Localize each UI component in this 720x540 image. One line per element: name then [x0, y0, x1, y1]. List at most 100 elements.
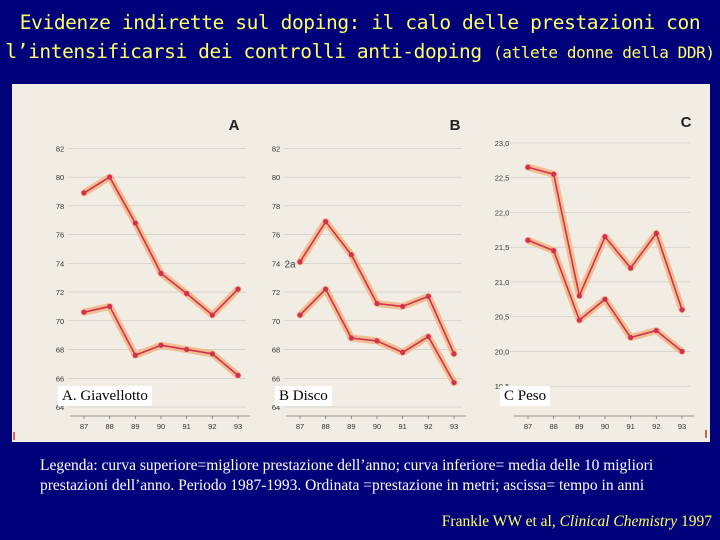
data-point	[81, 309, 87, 315]
panel-letter-a: A	[229, 117, 240, 134]
x-tick-label: 87	[524, 422, 532, 431]
chart-figure: 64 66 68 70 72 74 76 78 80 82 87 88 89 90 91 92 93 A 64 66 6…	[12, 84, 710, 442]
data-point	[653, 327, 659, 334]
data-point	[525, 164, 531, 170]
data-point	[602, 234, 608, 240]
x-tick-label: 92	[652, 422, 660, 431]
title-line-2-main: l’intensificarsi dei controlli anti-dopi…	[5, 40, 482, 63]
y-tick-label: 78	[272, 202, 280, 211]
data-point	[297, 312, 303, 318]
data-point	[576, 317, 582, 323]
data-point	[400, 349, 406, 355]
data-point	[576, 293, 582, 299]
legend-text: Legenda: curva superiore=migliore presta…	[40, 457, 654, 494]
panel-letter-c: C	[681, 114, 692, 131]
data-point	[679, 307, 685, 313]
data-point	[158, 270, 164, 276]
x-tick-label: 89	[131, 422, 139, 431]
citation-journal: Clinical Chemistry	[559, 513, 678, 530]
y-tick-label: 20,0	[495, 347, 510, 356]
y-tick-label: 20,5	[495, 313, 510, 322]
slide-title: Evidenze indirette sul doping: il calo d…	[0, 8, 720, 67]
x-tick-label: 87	[296, 422, 304, 431]
panel-letter-b: B	[450, 117, 461, 134]
panel-b: 64 66 68 70 72 74 76 78 80 82 87 88 89 90 91 92 93 B 2a	[272, 117, 466, 431]
data-point	[348, 252, 354, 258]
y-tick-label: 68	[56, 346, 64, 355]
y-tick-label: 78	[56, 202, 64, 211]
data-point	[158, 342, 164, 348]
data-point	[451, 351, 457, 357]
x-tick-label: 93	[450, 422, 458, 431]
data-point	[374, 300, 380, 307]
y-tick-label: 22,5	[495, 174, 510, 183]
data-point	[425, 293, 431, 299]
x-tick-label: 89	[575, 422, 583, 431]
x-tick-label: 88	[321, 422, 329, 431]
y-tick-label: 64	[272, 403, 280, 412]
panel-caption-a: A. Giavellotto	[58, 386, 152, 406]
panel-c: 19,520,020,521,021,522,022,523,087888990…	[495, 114, 694, 431]
x-tick-label: 91	[626, 422, 634, 431]
citation: Frankle WW et al, Clinical Chemistry 199…	[442, 513, 712, 531]
y-tick-label: 80	[272, 173, 280, 182]
data-point	[679, 348, 685, 355]
data-point	[653, 230, 659, 236]
y-tick-label: 72	[56, 288, 64, 297]
data-point	[107, 303, 113, 310]
data-point	[425, 333, 431, 340]
y-tick-label: 66	[272, 374, 280, 383]
x-tick-label: 93	[678, 422, 686, 431]
x-tick-label: 90	[601, 422, 609, 431]
annotation-label: 2a	[284, 259, 296, 270]
x-tick-label: 88	[549, 422, 557, 431]
panel-a: 64 66 68 70 72 74 76 78 80 82 87 88 89 90 91 92 93 A	[56, 117, 250, 431]
data-point	[184, 346, 190, 353]
y-tick-label: 64	[56, 403, 64, 412]
y-tick-label: 76	[56, 231, 64, 240]
data-point	[323, 219, 329, 225]
data-point	[551, 248, 557, 254]
y-tick-label: 76	[272, 231, 280, 240]
data-point	[235, 372, 241, 378]
y-tick-label: 21,0	[495, 278, 510, 287]
data-point	[184, 290, 190, 297]
data-point	[132, 220, 138, 226]
title-line-1: Evidenze indirette sul doping: il calo d…	[19, 11, 701, 34]
data-point	[551, 171, 557, 177]
x-tick-label: 88	[105, 422, 113, 431]
x-tick-label: 90	[157, 422, 165, 431]
y-tick-label: 23,0	[495, 139, 510, 148]
y-tick-label: 66	[56, 374, 64, 383]
y-tick-label: 82	[56, 144, 64, 153]
y-tick-label: 80	[56, 173, 64, 182]
data-point	[525, 237, 531, 243]
y-tick-label: 72	[272, 288, 280, 297]
data-point	[235, 286, 241, 292]
y-tick-label: 68	[272, 346, 280, 355]
y-tick-label: 74	[272, 259, 280, 268]
x-tick-label: 91	[182, 422, 190, 431]
citation-authors: Frankle WW et al,	[441, 513, 556, 530]
data-point	[628, 265, 634, 271]
x-tick-label: 89	[347, 422, 355, 431]
data-point	[602, 296, 608, 302]
x-tick-label: 91	[398, 422, 406, 431]
series-halo	[524, 236, 686, 355]
data-point	[348, 335, 354, 341]
x-tick-label: 87	[80, 422, 88, 431]
y-tick-label: 82	[272, 144, 280, 153]
panel-caption-c: C Peso	[500, 386, 551, 406]
data-point	[107, 174, 113, 180]
series-line	[83, 176, 239, 316]
series-halo	[80, 173, 242, 319]
citation-year: 1997	[681, 513, 712, 530]
data-point	[297, 259, 303, 265]
data-point	[400, 303, 406, 310]
data-point	[374, 338, 380, 344]
data-point	[451, 379, 457, 386]
x-tick-label: 92	[424, 422, 432, 431]
x-tick-label: 92	[208, 422, 216, 431]
data-point	[628, 334, 634, 341]
data-point	[209, 351, 215, 357]
